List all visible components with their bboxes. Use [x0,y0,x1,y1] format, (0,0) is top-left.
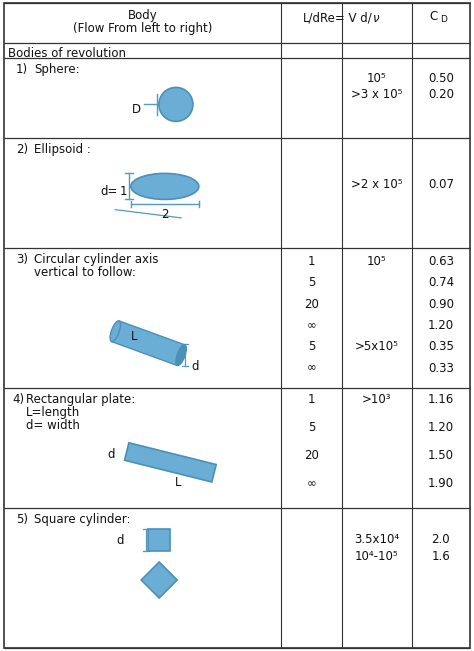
Ellipse shape [176,345,186,366]
Text: 1.6: 1.6 [431,550,450,563]
Text: 1: 1 [120,185,128,198]
Text: Sphere:: Sphere: [34,63,80,76]
Text: 5: 5 [308,421,315,434]
Text: 0.74: 0.74 [428,276,454,289]
Text: 1.50: 1.50 [428,449,454,462]
Polygon shape [125,443,216,482]
Text: 2: 2 [161,208,169,221]
Text: Rectangular plate:: Rectangular plate: [26,393,135,406]
Text: ∞: ∞ [307,319,317,332]
Text: >5x10⁵: >5x10⁵ [355,340,399,353]
Text: >3 x 10⁵: >3 x 10⁵ [351,88,402,101]
Text: L: L [175,477,182,490]
Text: >10³: >10³ [362,393,392,406]
Bar [148,529,170,551]
Text: d: d [117,534,124,546]
Text: L=length: L=length [26,406,80,419]
Text: >2 x 10⁵: >2 x 10⁵ [351,178,402,191]
Circle shape [159,87,193,121]
Text: 1: 1 [308,255,315,268]
Text: 3.5x10⁴: 3.5x10⁴ [354,533,400,546]
Text: ν: ν [373,12,379,25]
Text: 0.07: 0.07 [428,178,454,191]
Text: Square cylinder:: Square cylinder: [34,513,130,526]
Text: 5: 5 [308,276,315,289]
Polygon shape [141,562,177,598]
Text: 3): 3) [16,253,28,266]
Text: vertical to follow:: vertical to follow: [34,266,136,279]
Text: C: C [429,10,438,23]
Text: ∞: ∞ [307,477,317,490]
Text: D: D [440,14,447,23]
Text: 0.90: 0.90 [428,298,454,311]
Text: L: L [131,330,137,343]
Polygon shape [111,321,185,365]
Text: 10⁴-10⁵: 10⁴-10⁵ [355,550,399,563]
Text: 1.20: 1.20 [428,319,454,332]
Text: 0.63: 0.63 [428,255,454,268]
Text: d: d [108,448,115,461]
Text: 1: 1 [308,393,315,406]
Text: Body: Body [128,9,157,22]
Text: 0.50: 0.50 [428,72,454,85]
Text: 10⁵: 10⁵ [367,255,387,268]
Text: (Flow From left to right): (Flow From left to right) [73,22,212,35]
Text: 5): 5) [16,513,28,526]
Text: 0.20: 0.20 [428,88,454,101]
Text: 5: 5 [308,340,315,353]
Text: 10⁵: 10⁵ [367,72,387,85]
Text: 2): 2) [16,143,28,156]
Text: L/d: L/d [302,12,320,25]
Ellipse shape [131,173,199,199]
Text: ∞: ∞ [307,362,317,375]
Text: 4): 4) [12,393,24,406]
Ellipse shape [110,321,120,342]
Text: 20: 20 [304,449,319,462]
Text: 0.35: 0.35 [428,340,454,353]
Text: 1.20: 1.20 [428,421,454,434]
Text: 2.0: 2.0 [431,533,450,546]
Text: 1.90: 1.90 [428,477,454,490]
Text: 1): 1) [16,63,28,76]
Text: Ellipsoid :: Ellipsoid : [34,143,91,156]
Text: d= width: d= width [26,419,80,432]
Text: 20: 20 [304,298,319,311]
Text: 1.16: 1.16 [428,393,454,406]
Text: D: D [132,103,141,116]
Text: Circular cylinder axis: Circular cylinder axis [34,253,158,266]
Text: d: d [191,360,199,373]
Text: Re= V d/: Re= V d/ [320,12,372,25]
Text: d=: d= [101,185,118,198]
Text: 0.33: 0.33 [428,362,454,375]
Text: Bodies of revolution: Bodies of revolution [8,47,126,60]
